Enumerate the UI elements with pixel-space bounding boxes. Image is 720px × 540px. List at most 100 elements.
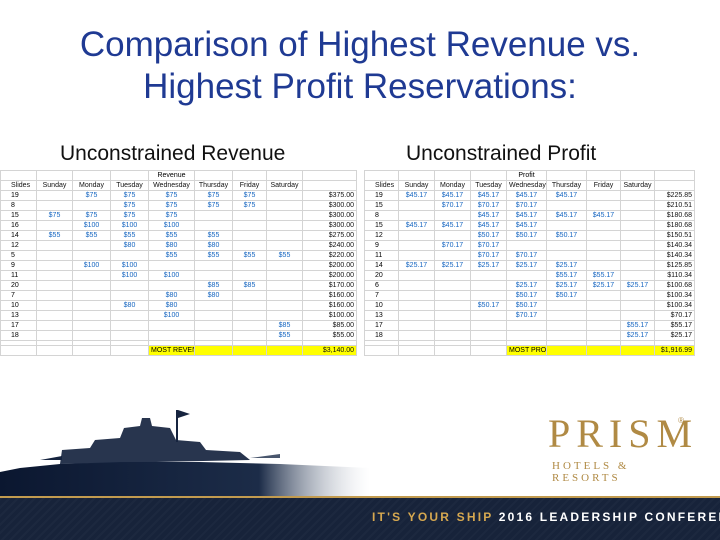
revenue-slides-cell: 8 xyxy=(0,200,37,211)
revenue-day-cell xyxy=(194,220,233,231)
profit-day-cell xyxy=(506,240,547,251)
profit-day-cell xyxy=(398,270,435,281)
profit-day-cell: $70.17 xyxy=(434,240,471,251)
revenue-day-cell xyxy=(72,280,111,291)
revenue-total-cell: $170.00 xyxy=(302,280,357,291)
revenue-day-cell xyxy=(72,200,111,211)
profit-day-cell xyxy=(546,220,587,231)
profit-day-cell xyxy=(620,240,655,251)
profit-metric-cell xyxy=(434,170,471,181)
banner-conference: 2016 LEADERSHIP CONFERENCE xyxy=(498,510,720,524)
revenue-slides-cell: 9 xyxy=(0,260,37,271)
revenue-header-cell: Thursday xyxy=(194,180,233,191)
revenue-day-cell: $75 xyxy=(72,210,111,221)
profit-day-cell xyxy=(620,190,655,201)
profit-day-cell xyxy=(546,330,587,341)
profit-footer-empty xyxy=(364,345,399,356)
profit-row: 6 $25.17 $25.17 $25.17 $25.17 $100.68 xyxy=(364,280,695,291)
profit-footer-label: MOST PROFIT xyxy=(506,345,547,356)
revenue-day-cell xyxy=(72,330,111,341)
profit-footer-empty xyxy=(470,345,507,356)
profit-metric-row: Profit xyxy=(364,170,695,181)
profit-slides-cell: 9 xyxy=(364,240,399,251)
revenue-day-cell xyxy=(36,260,73,271)
revenue-total-cell: $55.00 xyxy=(302,330,357,341)
revenue-metric-cell xyxy=(266,170,303,181)
profit-day-cell xyxy=(546,240,587,251)
revenue-day-cell xyxy=(36,240,73,251)
revenue-day-cell xyxy=(266,280,303,291)
profit-footer-empty xyxy=(398,345,435,356)
revenue-footer-total: $3,140.00 xyxy=(302,345,357,356)
profit-day-cell xyxy=(398,330,435,341)
profit-day-cell: $25.17 xyxy=(620,280,655,291)
profit-day-cell: $50.17 xyxy=(470,300,507,311)
profit-day-cell: $45.17 xyxy=(506,210,547,221)
profit-metric-cell xyxy=(398,170,435,181)
profit-day-cell: $55.17 xyxy=(586,270,621,281)
revenue-header-cell: Monday xyxy=(72,180,111,191)
profit-day-cell: $70.17 xyxy=(506,200,547,211)
revenue-day-cell: $80 xyxy=(194,240,233,251)
profit-metric-cell: Profit xyxy=(506,170,547,181)
profit-total-cell: $125.85 xyxy=(654,260,695,271)
profit-row: 20 $55.17 $55.17 $110.34 xyxy=(364,270,695,281)
revenue-day-cell: $55 xyxy=(72,230,111,241)
profit-header-cell: Thursday xyxy=(546,180,587,191)
profit-day-cell xyxy=(434,270,471,281)
revenue-day-cell xyxy=(194,320,233,331)
profit-day-cell xyxy=(470,320,507,331)
profit-day-cell xyxy=(586,250,621,261)
profit-day-cell xyxy=(506,330,547,341)
profit-day-cell: $25.17 xyxy=(470,260,507,271)
revenue-day-cell xyxy=(194,330,233,341)
profit-day-cell xyxy=(620,260,655,271)
profit-day-cell xyxy=(546,200,587,211)
revenue-day-cell xyxy=(266,220,303,231)
revenue-subtitle: Unconstrained Revenue xyxy=(60,142,286,165)
revenue-row: 17 $85 $85.00 xyxy=(0,320,357,331)
revenue-footer-empty xyxy=(110,345,149,356)
profit-day-cell: $50.17 xyxy=(470,230,507,241)
profit-slides-cell: 14 xyxy=(364,260,399,271)
revenue-metric-cell xyxy=(110,170,149,181)
revenue-day-cell: $75 xyxy=(194,190,233,201)
revenue-day-cell xyxy=(72,320,111,331)
profit-row: 8 $45.17 $45.17 $45.17 $45.17 $180.68 xyxy=(364,210,695,221)
revenue-day-cell: $80 xyxy=(148,240,195,251)
profit-day-cell: $50.17 xyxy=(546,230,587,241)
revenue-day-cell: $100 xyxy=(72,260,111,271)
revenue-day-cell xyxy=(232,210,267,221)
profit-day-cell xyxy=(546,250,587,261)
revenue-day-cell xyxy=(266,310,303,321)
revenue-day-cell: $80 xyxy=(110,300,149,311)
revenue-footer-fill xyxy=(266,345,303,356)
revenue-total-cell: $220.00 xyxy=(302,250,357,261)
profit-slides-cell: 13 xyxy=(364,310,399,321)
revenue-row: 20 $85 $85 $170.00 xyxy=(0,280,357,291)
revenue-header-cell: Friday xyxy=(232,180,267,191)
profit-footer-fill xyxy=(586,345,621,356)
profit-header-cell: Wednesday xyxy=(506,180,547,191)
revenue-slides-cell: 18 xyxy=(0,330,37,341)
revenue-day-cell xyxy=(232,310,267,321)
profit-day-cell: $45.17 xyxy=(434,220,471,231)
profit-row: 18 $25.17 $25.17 xyxy=(364,330,695,341)
profit-total-cell: $140.34 xyxy=(654,250,695,261)
profit-slides-cell: 19 xyxy=(364,190,399,201)
profit-header-cell: Monday xyxy=(434,180,471,191)
revenue-day-cell xyxy=(232,320,267,331)
profit-slides-cell: 17 xyxy=(364,320,399,331)
prism-logo-name: PRISM xyxy=(548,411,699,456)
profit-day-cell: $45.17 xyxy=(506,220,547,231)
profit-day-cell xyxy=(546,320,587,331)
revenue-day-cell: $85 xyxy=(194,280,233,291)
profit-total-cell: $100.34 xyxy=(654,290,695,301)
profit-total-cell: $25.17 xyxy=(654,330,695,341)
profit-slides-cell: 15 xyxy=(364,200,399,211)
profit-day-cell xyxy=(398,290,435,301)
profit-day-cell: $45.17 xyxy=(470,210,507,221)
profit-day-cell xyxy=(620,250,655,261)
slide-title-line-1: Comparison of Highest Revenue vs. xyxy=(79,25,641,64)
profit-day-cell: $45.17 xyxy=(470,190,507,201)
